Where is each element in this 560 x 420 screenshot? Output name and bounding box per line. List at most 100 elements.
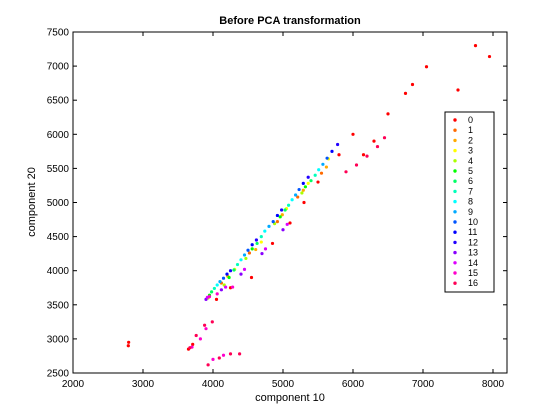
- point-series-0-0: [126, 344, 130, 348]
- point-series-0-6: [249, 275, 254, 280]
- x-tick-label-5: 7000: [412, 379, 435, 390]
- point-series-13-1: [219, 288, 223, 292]
- point-series-0-10: [316, 180, 320, 184]
- point-series-13-3: [260, 252, 264, 256]
- point-series-2-2: [280, 213, 284, 217]
- point-series-12-0: [228, 269, 233, 273]
- point-series-3-1: [259, 240, 263, 244]
- point-series-16-9: [354, 163, 359, 167]
- point-series-4-2: [244, 256, 248, 261]
- point-series-0-12: [351, 132, 355, 136]
- point-series-16-3: [210, 320, 214, 324]
- plot-area: [72, 31, 508, 374]
- point-series-10-2: [271, 220, 275, 224]
- point-series-11-3: [301, 181, 305, 185]
- legend-marker-11: [453, 230, 457, 234]
- point-series-1-4: [319, 171, 324, 175]
- legend-label-5: 5: [468, 166, 473, 176]
- legend-label-14: 14: [468, 258, 478, 268]
- legend-label-12: 12: [468, 237, 478, 247]
- point-series-5-3: [278, 215, 282, 219]
- point-series-8-2: [263, 229, 267, 233]
- point-series-16-11: [375, 144, 380, 149]
- point-series-11-0: [225, 272, 229, 276]
- y-tick-label-9: 7000: [47, 62, 70, 73]
- x-tick-label-2: 4000: [202, 379, 225, 390]
- point-series-11-2: [275, 213, 279, 218]
- legend-label-13: 13: [468, 248, 478, 258]
- x-tick-label-0: 2000: [62, 379, 85, 390]
- legend-marker-4: [453, 159, 457, 163]
- point-series-16-10: [365, 154, 369, 158]
- point-series-7-1: [235, 262, 240, 267]
- legend-marker-12: [453, 240, 457, 245]
- y-axis-ticks: 2500 3000 3500 4000 4500 5000 5500 6000 6500 7000…: [47, 28, 507, 380]
- y-tick-label-3: 4000: [47, 266, 70, 277]
- y-axis-label: component 20: [26, 167, 38, 237]
- point-series-0-4: [214, 297, 219, 301]
- point-series-0-20: [473, 44, 478, 48]
- legend-label-7: 7: [468, 186, 473, 196]
- legend-marker-0: [453, 118, 457, 122]
- data-points: [126, 44, 492, 367]
- point-series-11-1: [250, 243, 254, 247]
- point-series-8-1: [239, 258, 243, 262]
- point-series-13-4: [281, 228, 285, 232]
- point-series-2-4: [324, 165, 328, 169]
- point-series-9-3: [294, 193, 298, 197]
- legend-label-4: 4: [468, 156, 473, 166]
- point-series-15-3: [211, 357, 215, 361]
- point-series-14-2: [242, 267, 247, 271]
- point-series-15-2: [204, 327, 208, 331]
- legend-marker-2: [453, 138, 457, 143]
- point-series-0-3: [191, 342, 195, 346]
- point-series-16-0: [188, 346, 192, 350]
- point-series-0-7: [270, 241, 275, 246]
- point-series-1-1: [247, 251, 251, 255]
- point-series-7-2: [259, 235, 263, 239]
- legend-label-8: 8: [468, 197, 473, 207]
- point-series-9-0: [218, 280, 222, 284]
- point-series-15-5: [207, 295, 212, 299]
- point-series-9-1: [242, 253, 247, 257]
- x-tick-label-1: 3000: [132, 379, 155, 390]
- legend-label-15: 15: [468, 268, 478, 278]
- y-tick-label-1: 3000: [47, 334, 70, 345]
- point-series-0-14: [372, 139, 376, 143]
- y-tick-label-2: 3500: [47, 300, 70, 311]
- point-series-13-2: [239, 272, 243, 276]
- point-series-9-4: [321, 162, 325, 166]
- x-tick-label-6: 8000: [482, 379, 505, 390]
- point-series-3-3: [306, 181, 310, 185]
- legend-marker-15: [453, 271, 457, 275]
- point-series-1-2: [275, 220, 279, 224]
- point-series-8-4: [317, 168, 321, 172]
- y-tick-label-5: 5000: [47, 198, 70, 209]
- point-series-6-4: [309, 179, 313, 183]
- legend-label-0: 0: [468, 115, 473, 125]
- legend-marker-5: [453, 169, 457, 173]
- point-series-9-2: [267, 224, 271, 228]
- x-axis-ticks: 2000 3000 4000 5000 6000 7000 8000: [62, 32, 505, 390]
- point-series-16-5: [217, 356, 221, 360]
- point-series-7-0: [212, 286, 216, 291]
- y-tick-label-10: 7500: [47, 28, 70, 39]
- point-series-10-0: [221, 276, 226, 280]
- point-series-6-0: [210, 290, 214, 294]
- legend-marker-8: [453, 199, 457, 204]
- point-series-5-4: [303, 185, 307, 189]
- point-series-15-1: [198, 337, 202, 341]
- point-series-0-15: [386, 112, 390, 116]
- point-series-5-2: [250, 247, 254, 251]
- point-series-10-4: [325, 156, 329, 160]
- legend-label-2: 2: [468, 135, 473, 145]
- x-tick-label-3: 5000: [272, 379, 295, 390]
- legend-label-3: 3: [468, 146, 473, 156]
- point-series-16-2: [203, 323, 207, 327]
- legend-label-10: 10: [468, 217, 478, 227]
- point-series-16-6: [228, 352, 233, 356]
- point-series-0-19: [456, 88, 460, 92]
- y-tick-label-4: 4500: [47, 232, 70, 243]
- point-series-0-13: [361, 153, 366, 157]
